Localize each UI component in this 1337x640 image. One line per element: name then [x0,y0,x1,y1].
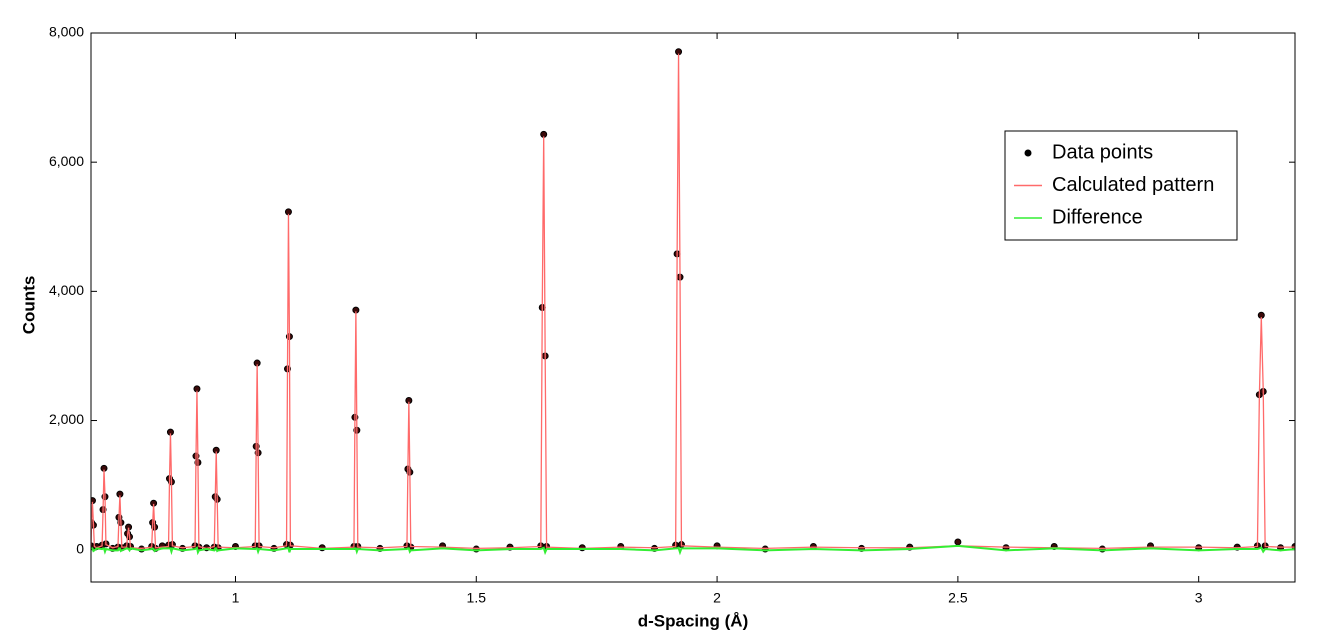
series-line [91,544,1295,556]
x-tick-label: 1 [232,590,240,606]
plot-data [91,48,1295,556]
x-axis-title: d-Spacing (Å) [638,611,749,630]
y-tick-label: 0 [76,540,84,556]
y-tick-label: 8,000 [49,24,84,40]
data-point [954,538,962,546]
legend-box [1004,130,1238,241]
y-tick-label: 4,000 [49,282,84,298]
legend-label: Difference [1052,206,1143,228]
x-tick-label: 3 [1195,590,1203,606]
y-tick-label: 2,000 [49,411,84,427]
x-tick-label: 2.5 [948,590,968,606]
y-tick-label: 6,000 [49,153,84,169]
x-tick-label: 1.5 [467,590,487,606]
legend-label: Calculated pattern [1052,174,1214,196]
y-axis-title: Counts [19,276,38,335]
legend-marker [1024,149,1032,157]
plot-frame [90,32,1296,583]
legend-label: Data points [1052,141,1153,163]
series-line [91,53,1295,550]
x-tick-label: 2 [713,590,721,606]
